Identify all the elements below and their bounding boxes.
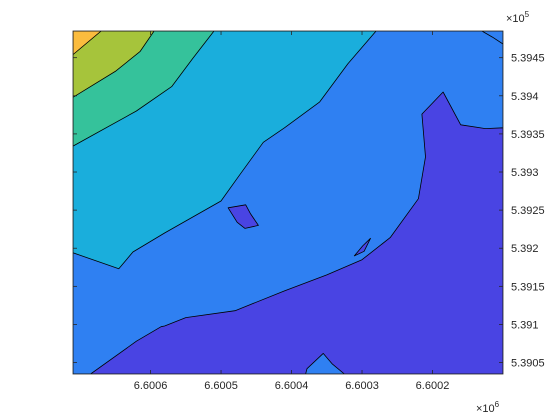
y-tick-label: 5.392 (511, 243, 539, 255)
y-tick-label: 5.3905 (511, 358, 545, 370)
x-tick-label: 6.6004 (275, 380, 309, 392)
y-tick-label: 5.391 (511, 319, 539, 331)
y-tick-label: 5.3925 (511, 205, 545, 217)
region-level-1-main (73, 91, 503, 374)
y-tick-label: 5.3935 (511, 129, 545, 141)
axis-ticks: 6.6006 6.6005 6.6004 6.6003 6.6002 5.3905 5.39… (73, 31, 545, 392)
y-exponent-label: ×105 (506, 10, 530, 25)
y-tick-label: 5.394 (511, 91, 539, 103)
region-level-1-island (353, 237, 371, 257)
x-tick-label: 6.6003 (345, 380, 379, 392)
region-level-5 (73, 31, 155, 98)
y-tick-label: 5.393 (511, 167, 539, 179)
x-exponent-label: ×106 (476, 400, 500, 415)
y-tick-label: 5.3945 (511, 53, 545, 65)
region-level-2-corner (481, 31, 503, 45)
y-tick-label: 5.3915 (511, 281, 545, 293)
region-level-6 (73, 31, 102, 55)
x-tick-label: 6.6006 (134, 380, 168, 392)
contour-regions (73, 31, 503, 374)
x-tick-label: 6.6005 (204, 380, 238, 392)
region-level-1-vessel (227, 204, 259, 229)
x-tick-label: 6.6002 (416, 380, 450, 392)
plot-frame (72, 30, 504, 375)
plot-axes (72, 30, 504, 375)
region-level-2-bottom (305, 352, 345, 374)
